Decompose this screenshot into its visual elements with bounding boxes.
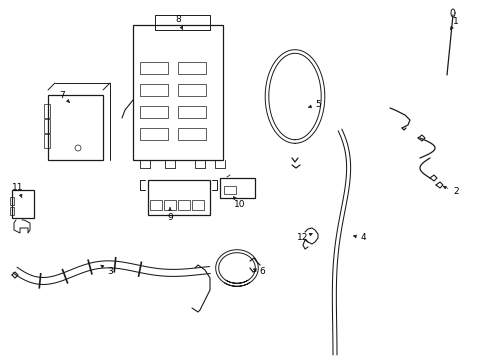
Text: 2: 2 — [442, 186, 458, 197]
Text: 6: 6 — [253, 267, 264, 276]
Text: 5: 5 — [308, 100, 320, 109]
Text: 3: 3 — [101, 265, 113, 276]
Text: 8: 8 — [175, 15, 183, 30]
Text: 7: 7 — [59, 90, 70, 103]
Text: 9: 9 — [167, 208, 173, 222]
Text: 11: 11 — [12, 184, 24, 198]
Text: 12: 12 — [297, 233, 312, 243]
Text: 4: 4 — [353, 234, 365, 243]
Text: 10: 10 — [233, 197, 245, 210]
Text: 1: 1 — [449, 18, 458, 30]
